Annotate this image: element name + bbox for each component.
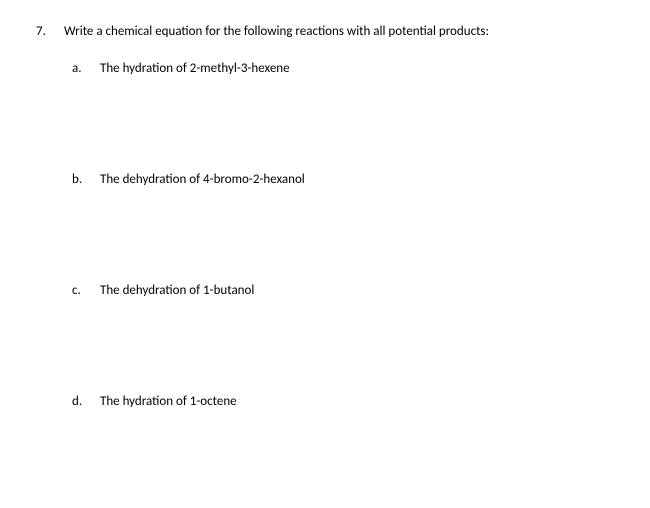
- sub-item-text: The dehydration of 1-butanol: [100, 283, 254, 298]
- question-number: 7.: [36, 24, 50, 39]
- sub-item-letter: c.: [72, 283, 86, 298]
- sub-item-letter: b.: [72, 172, 86, 187]
- sub-item-text: The hydration of 1-octene: [100, 394, 237, 409]
- question-line: 7. Write a chemical equation for the fol…: [36, 24, 614, 39]
- sub-item-a: a. The hydration of 2-methyl-3-hexene: [72, 61, 614, 76]
- sub-item-c: c. The dehydration of 1-butanol: [72, 283, 614, 298]
- sub-item-text: The dehydration of 4-bromo-2-hexanol: [100, 172, 305, 187]
- sub-item-text: The hydration of 2-methyl-3-hexene: [100, 61, 290, 76]
- sub-item-letter: a.: [72, 61, 86, 76]
- sub-item-b: b. The dehydration of 4-bromo-2-hexanol: [72, 172, 614, 187]
- sub-item-letter: d.: [72, 394, 86, 409]
- question-text: Write a chemical equation for the follow…: [64, 24, 489, 39]
- sub-item-d: d. The hydration of 1-octene: [72, 394, 614, 409]
